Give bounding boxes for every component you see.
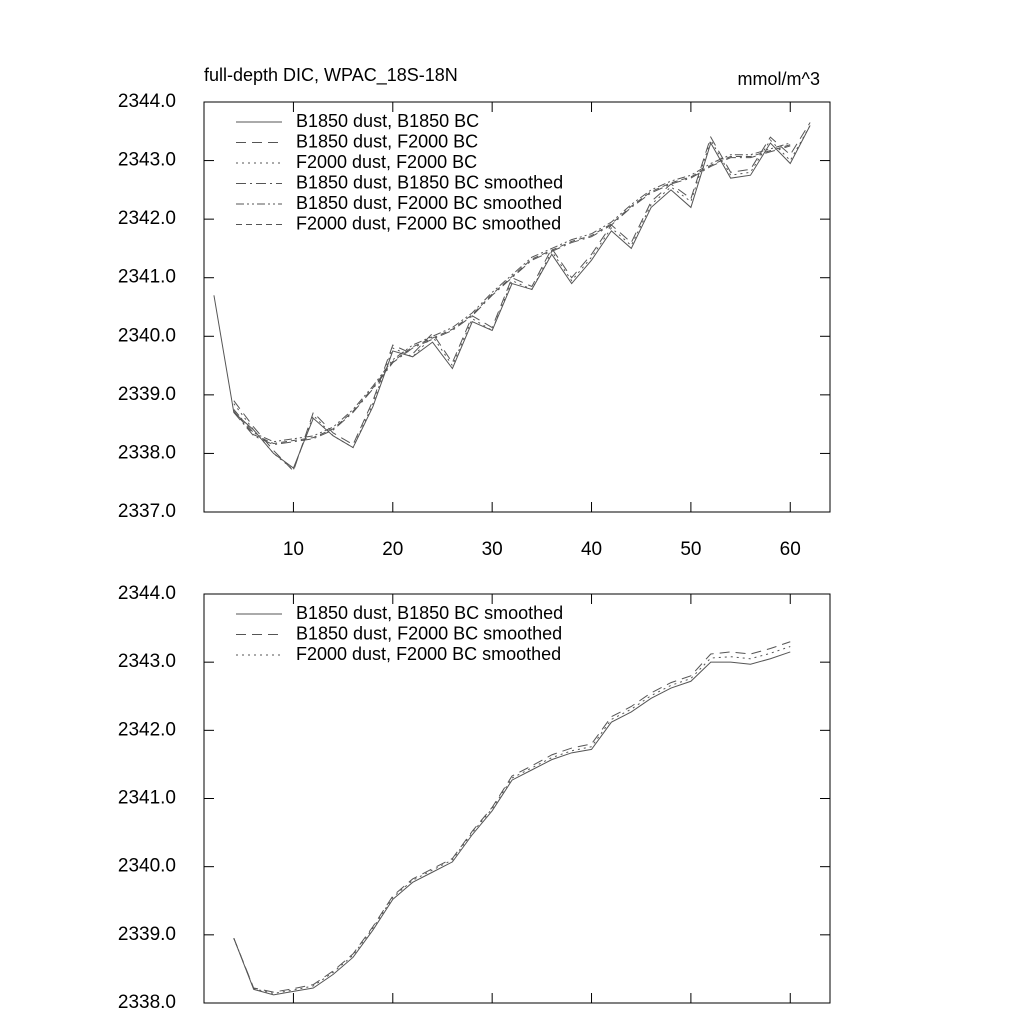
legend-label: F2000 dust, F2000 BC smoothed [296,213,561,233]
data-line [233,142,791,443]
legend-label: B1850 dust, B1850 BC smoothed [296,603,563,623]
data-line [233,122,811,472]
y-tick-label: 2340.0 [118,325,176,346]
legend-label: F2000 dust, F2000 BC smoothed [296,644,561,664]
x-tick-label: 60 [780,539,801,560]
legend-label: B1850 dust, F2000 BC smoothed [296,193,562,213]
data-line [233,646,791,994]
y-tick-label: 2341.0 [118,788,176,809]
y-tick-label: 2343.0 [118,150,176,171]
legend-label: B1850 dust, B1850 BC smoothed [296,172,563,192]
y-tick-label: 2341.0 [118,267,176,288]
units-label: mmol/m^3 [738,69,820,89]
y-tick-label: 2339.0 [118,924,176,945]
legend-label: B1850 dust, B1850 BC [296,111,479,131]
plot-frame [203,101,831,513]
x-tick-label: 20 [382,539,403,560]
legend-label: B1850 dust, F2000 BC smoothed [296,623,562,643]
y-tick-label: 2342.0 [118,208,176,229]
y-tick-label: 2343.0 [118,651,176,672]
data-line [233,145,791,446]
x-tick-label: 40 [581,539,602,560]
y-tick-label: 2342.0 [118,719,176,740]
legend-label: F2000 dust, F2000 BC [296,152,477,172]
x-tick-label: 50 [680,539,701,560]
y-tick-label: 2344.0 [118,583,176,604]
y-tick-label: 2338.0 [118,992,176,1013]
y-tick-label: 2344.0 [118,91,176,112]
x-tick-label: 10 [283,539,304,560]
y-tick-label: 2340.0 [118,856,176,877]
y-tick-label: 2339.0 [118,384,176,405]
chart-title: full-depth DIC, WPAC_18S-18N [204,65,458,86]
legend-label: B1850 dust, F2000 BC [296,131,478,151]
data-line [233,651,791,996]
data-line [213,125,811,469]
y-tick-label: 2338.0 [118,442,176,463]
x-tick-label: 30 [482,539,503,560]
data-line [233,641,791,993]
data-line [233,144,791,444]
y-tick-label: 2337.0 [118,501,176,522]
